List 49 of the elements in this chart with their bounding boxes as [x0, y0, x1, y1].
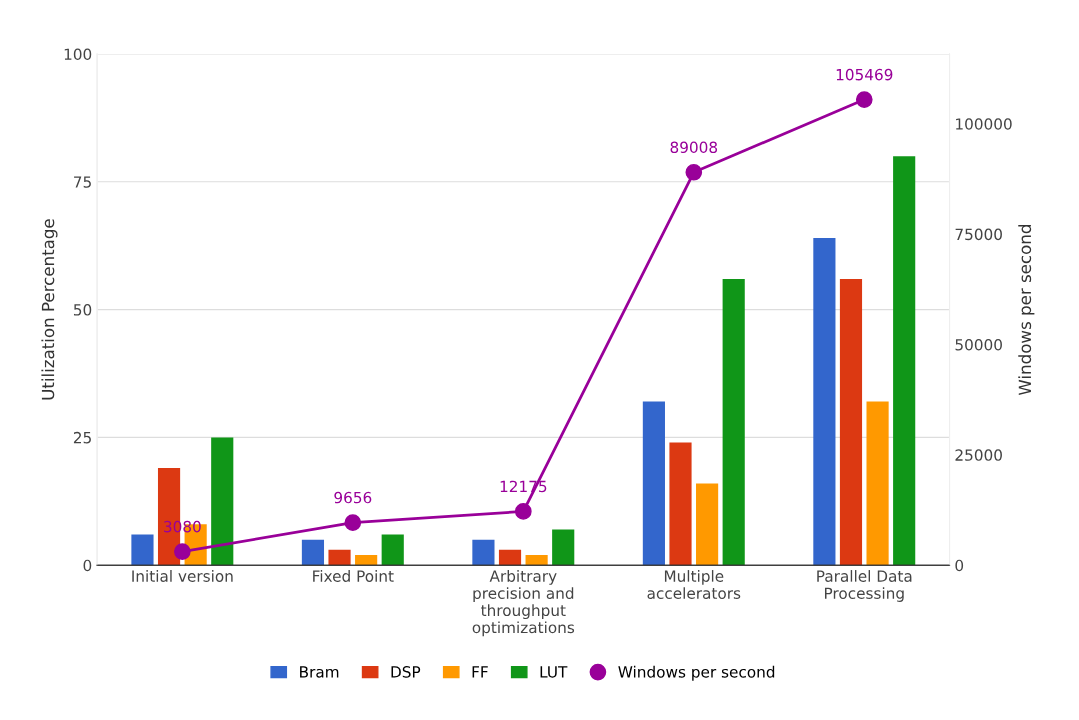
y-tick-label: 75	[74, 176, 91, 188]
bar	[131, 534, 154, 566]
y2-tick-label: 100000	[956, 118, 1012, 130]
point	[855, 91, 873, 108]
x-tick-label: Multiple accelerators	[647, 570, 741, 599]
point	[174, 543, 191, 560]
bar	[525, 554, 548, 566]
point	[685, 163, 703, 181]
y2-tick-label: 75000	[955, 228, 1002, 241]
point	[514, 503, 532, 520]
bar	[813, 238, 836, 566]
bar	[552, 529, 575, 566]
y-tick-label: 100	[64, 48, 92, 61]
y-tick-label: 25	[73, 431, 91, 444]
data-label: 105469	[836, 68, 893, 81]
bar	[301, 539, 325, 566]
y2-tick-label: 50000	[955, 338, 1002, 351]
bar	[211, 437, 234, 566]
bar	[669, 442, 692, 566]
y-axis-title: Utilization Percentage	[41, 219, 58, 400]
y2-tick-label: 0	[955, 559, 964, 572]
x-tick-label: Arbitrary precision and throughput optimizations	[472, 570, 575, 637]
y-tick-label: 0	[83, 559, 92, 572]
legend-label: Windows per second	[618, 665, 775, 681]
legend-label: LUT	[540, 666, 568, 678]
bar	[381, 534, 404, 566]
x-tick-label: Parallel Data Processing	[817, 570, 912, 602]
y-tick-label: 50	[73, 304, 92, 316]
bar	[839, 278, 863, 566]
data-label: 3080	[164, 520, 201, 533]
bar	[328, 549, 351, 566]
bar	[498, 549, 522, 566]
point	[344, 514, 362, 531]
bar	[893, 156, 916, 566]
bar	[472, 539, 495, 566]
y2-tick-label: 25000	[955, 449, 1002, 461]
bar	[355, 554, 378, 566]
legend-label: Bram	[300, 666, 339, 678]
data-label: 9656	[334, 491, 372, 504]
legend-label: FF	[472, 666, 488, 678]
data-label: 89008	[670, 141, 718, 154]
bar	[866, 401, 889, 566]
legend-label: DSP	[391, 666, 421, 678]
x-tick-label: Initial version	[132, 570, 233, 582]
bar	[696, 483, 719, 566]
bar	[642, 401, 665, 566]
bar	[722, 278, 745, 566]
x-tick-label: Fixed Point	[313, 570, 394, 582]
y2-axis-title: Windows per second	[1018, 225, 1035, 396]
